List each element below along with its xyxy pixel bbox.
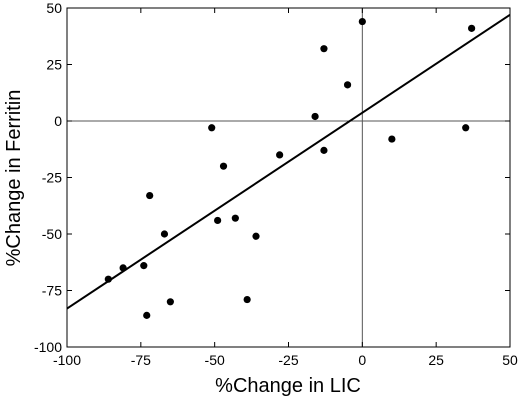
data-point: [231, 214, 239, 222]
data-point: [146, 191, 154, 200]
data-point: [119, 264, 127, 272]
y-tick-label: -100: [34, 339, 62, 355]
data-point: [343, 81, 352, 89]
data-point: [104, 275, 112, 283]
data-point: [320, 45, 328, 53]
data-point: [252, 232, 260, 240]
data-point: [358, 17, 366, 26]
data-point: [468, 24, 476, 32]
reference-lines: [67, 8, 510, 347]
x-axis-ticks: -100 -75 -50 -25 0 25 50: [53, 8, 518, 368]
data-point: [276, 151, 284, 159]
x-tick-label: -100: [53, 352, 81, 368]
y-tick-label: 25: [46, 57, 62, 73]
y-tick-label: -25: [42, 170, 62, 186]
fit-line-group: [66, 13, 511, 310]
x-tick-label: 25: [428, 352, 444, 368]
data-point: [160, 230, 169, 238]
x-tick-label: 50: [502, 352, 518, 368]
x-tick-label: -25: [278, 352, 298, 368]
x-tick-label: -75: [131, 352, 151, 368]
data-point: [208, 124, 216, 132]
data-point: [166, 298, 174, 306]
data-point: [140, 262, 148, 270]
x-axis-title: %Change in LIC: [215, 375, 361, 397]
data-point: [219, 162, 228, 170]
data-point: [243, 295, 251, 304]
y-axis-ticks: -100 -75 -50 -25 0 25 50: [34, 0, 510, 355]
data-point: [143, 311, 151, 319]
y-axis-title: %Change in Ferritin: [3, 90, 25, 267]
data-point: [462, 124, 470, 132]
data-point: [388, 135, 396, 143]
y-tick-label: 0: [54, 113, 62, 129]
y-tick-label: -50: [42, 226, 62, 242]
fit-line: [66, 13, 511, 310]
data-points: [104, 17, 476, 319]
x-tick-label: -50: [205, 352, 225, 368]
data-point: [311, 112, 319, 121]
y-tick-label: -75: [42, 283, 62, 299]
x-tick-label: 0: [358, 352, 366, 368]
data-point: [320, 146, 328, 154]
data-point: [214, 216, 222, 225]
y-tick-label: 50: [46, 0, 62, 16]
